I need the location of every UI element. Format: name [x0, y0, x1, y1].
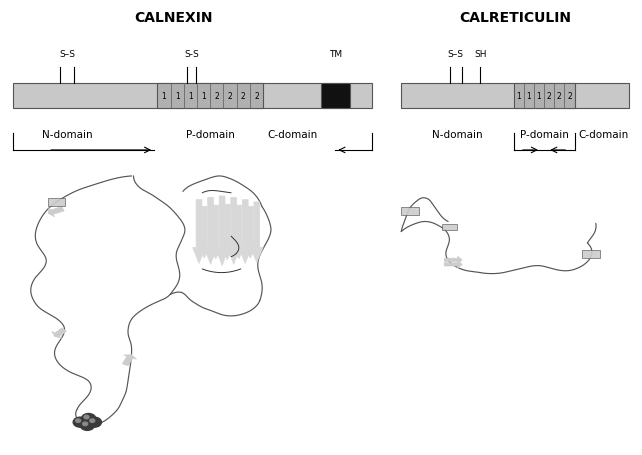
FancyArrow shape [48, 207, 64, 217]
Text: CALRETICULIN: CALRETICULIN [459, 11, 571, 25]
Text: 1: 1 [537, 92, 541, 101]
FancyArrow shape [209, 206, 222, 259]
FancyArrow shape [193, 200, 205, 264]
Text: 2: 2 [567, 92, 572, 101]
Bar [321, 84, 350, 109]
FancyArrow shape [221, 205, 234, 260]
Bar [48, 198, 65, 207]
Text: 1: 1 [175, 92, 180, 101]
Text: 2: 2 [214, 92, 220, 101]
Text: N-domain: N-domain [432, 130, 482, 140]
FancyArrow shape [198, 207, 211, 258]
FancyArrow shape [52, 328, 67, 339]
Text: 1: 1 [516, 92, 521, 101]
Text: S–S: S–S [448, 50, 464, 59]
Circle shape [80, 420, 94, 430]
FancyArrow shape [227, 198, 240, 265]
Bar [13, 84, 372, 109]
Bar [401, 207, 419, 216]
Text: 1: 1 [188, 92, 193, 101]
Bar [514, 84, 575, 109]
Text: P-domain: P-domain [186, 130, 235, 140]
FancyArrow shape [244, 207, 257, 258]
Text: TM: TM [329, 50, 342, 59]
Text: 1: 1 [526, 92, 531, 101]
Bar [442, 224, 457, 231]
FancyArrow shape [250, 202, 263, 263]
Circle shape [82, 414, 96, 424]
Circle shape [90, 419, 95, 423]
Circle shape [83, 422, 88, 426]
Text: SH: SH [474, 50, 487, 59]
Text: C-domain: C-domain [578, 130, 629, 140]
FancyArrow shape [444, 257, 462, 264]
Text: 2: 2 [254, 92, 259, 101]
Text: 1: 1 [201, 92, 206, 101]
Text: S–S: S–S [60, 50, 75, 59]
FancyArrow shape [216, 197, 229, 266]
Text: 2: 2 [557, 92, 562, 101]
FancyArrow shape [444, 261, 462, 268]
FancyArrow shape [122, 355, 137, 366]
Circle shape [84, 415, 89, 419]
FancyArrow shape [232, 206, 245, 259]
Text: P-domain: P-domain [520, 130, 569, 140]
Text: N-domain: N-domain [42, 130, 92, 140]
Text: 2: 2 [547, 92, 551, 101]
Text: 2: 2 [228, 92, 232, 101]
FancyArrow shape [239, 200, 252, 264]
Text: CALNEXIN: CALNEXIN [134, 11, 213, 25]
Text: 1: 1 [162, 92, 166, 101]
Text: S-S: S-S [184, 50, 198, 59]
Text: C-domain: C-domain [267, 130, 317, 140]
Circle shape [87, 417, 101, 427]
Text: 2: 2 [241, 92, 246, 101]
Bar [582, 251, 600, 259]
Bar [401, 84, 629, 109]
FancyArrow shape [204, 198, 217, 265]
Circle shape [73, 417, 87, 427]
Circle shape [76, 419, 81, 423]
Bar [157, 84, 263, 109]
